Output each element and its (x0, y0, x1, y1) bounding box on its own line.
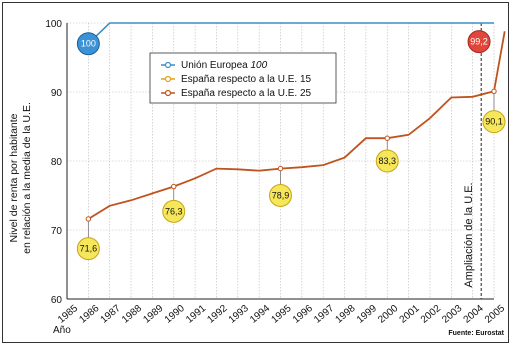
x-tick-1996: 1996 (291, 303, 315, 326)
svg-text:Unión Europea: Unión Europea 100 (181, 60, 268, 71)
enlargement-annotation: Ampliación de la U.E. (463, 182, 475, 287)
legend-item-ue25: España respecto a la U.E. 25 (161, 88, 312, 99)
x-axis-label: Año (53, 325, 71, 336)
x-tick-1995: 1995 (269, 303, 293, 326)
source-note: Fuente: Eurostat (448, 330, 504, 337)
data-label-bubble-2 (162, 199, 186, 223)
data-point-marker-1 (85, 216, 92, 222)
line-chart: 100 71,6 76,3 78,9 83,3 90,1 99,2 198519861987… (8, 19, 507, 337)
x-tick-1997: 1997 (312, 303, 336, 326)
x-tick-1999: 1999 (355, 303, 379, 326)
data-label-6: 99,2 (470, 37, 488, 47)
legend-label-ue: Unión Europea (181, 60, 248, 71)
x-tick-1990: 1990 (163, 303, 187, 326)
y-tick-labels: 60 70 80 90 100 (45, 19, 62, 306)
y-axis-label-line2: en relación a la media de la U.E. (21, 102, 33, 254)
x-tick-1988: 1988 (120, 303, 144, 326)
data-label-bubble-1 (76, 237, 100, 261)
y-tick-90: 90 (51, 88, 63, 99)
x-tick-1986: 1986 (77, 303, 101, 326)
x-tick-1993: 1993 (227, 303, 251, 326)
x-tick-2002: 2002 (419, 303, 443, 326)
data-label-bubble-5 (482, 110, 506, 134)
data-label-5: 90,1 (485, 117, 503, 127)
data-label-bubble-3 (269, 184, 292, 207)
data-label-bubble-4 (375, 149, 399, 173)
y-tick-80: 80 (51, 157, 63, 168)
x-tick-1991: 1991 (184, 303, 208, 326)
legend-marker-ue (164, 61, 172, 69)
legend-item-ue: Unión Europea 100 (161, 60, 268, 71)
series-line-2 (87, 31, 506, 220)
legend: Unión Europea 100 España respecto a la U… (149, 52, 337, 104)
x-tick-1987: 1987 (99, 303, 123, 326)
x-tick-2005: 2005 (483, 303, 507, 326)
data-label-4: 83,3 (378, 156, 396, 166)
legend-box (149, 52, 337, 104)
y-axis-label-line1: Nivel de renta por habitante (8, 113, 20, 242)
data-label-2: 76,3 (165, 206, 183, 216)
data-label-0: 100 (81, 39, 96, 49)
chart-data-labels: 100 71,6 76,3 78,9 83,3 90,1 99,2 (76, 30, 506, 261)
x-tick-1992: 1992 (205, 303, 229, 326)
data-label-3: 78,9 (272, 191, 290, 201)
x-tick-2000: 2000 (376, 303, 400, 326)
x-tick-1998: 1998 (334, 303, 358, 326)
data-point-marker-2 (171, 183, 177, 190)
legend-marker-ue15 (164, 75, 172, 83)
x-tick-1994: 1994 (248, 303, 272, 326)
chart-lines (87, 22, 506, 220)
data-label-1: 71,6 (80, 244, 98, 254)
x-tick-2003: 2003 (440, 303, 464, 326)
y-tick-70: 70 (51, 226, 63, 237)
data-label-bubble-0 (76, 32, 100, 56)
legend-item-ue15: España respecto a la U.E. 15 (161, 74, 312, 85)
x-tick-labels: 1985198619871988198919901991199219931994… (56, 303, 507, 326)
legend-marker-ue25 (164, 89, 172, 97)
y-tick-60: 60 (51, 295, 63, 306)
chart-axes (66, 23, 494, 300)
y-tick-100: 100 (45, 19, 62, 30)
data-point-marker-3 (277, 165, 284, 172)
x-tick-1989: 1989 (141, 303, 165, 326)
legend-label-ue25: España respecto a la U.E. 25 (181, 88, 312, 99)
legend-label-ue-suffix: 100 (251, 60, 268, 71)
series-line-0 (87, 22, 494, 45)
x-tick-2004: 2004 (462, 303, 486, 326)
legend-label-ue15: España respecto a la U.E. 15 (181, 74, 312, 85)
data-label-bubble-6 (467, 30, 491, 54)
data-point-marker-5 (491, 88, 497, 95)
x-tick-2001: 2001 (398, 303, 422, 326)
x-tick-1985: 1985 (56, 303, 80, 326)
data-point-marker-4 (384, 135, 390, 141)
